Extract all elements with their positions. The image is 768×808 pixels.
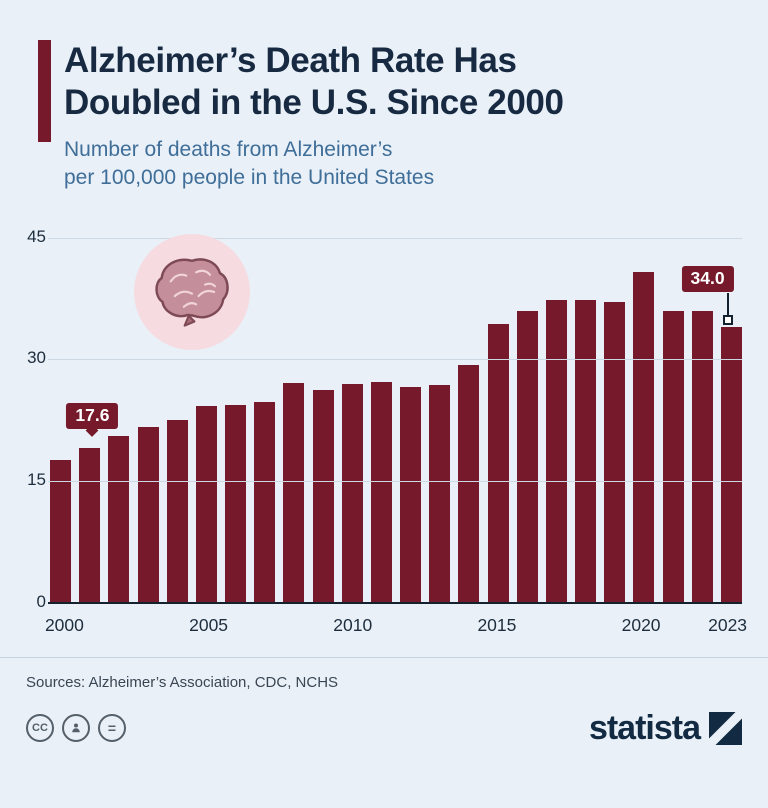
header: Alzheimer’s Death Rate Has Doubled in th… [38, 40, 740, 192]
bar-2000 [50, 459, 71, 603]
bar-2012 [400, 386, 422, 603]
x-axis-label-2005: 2005 [189, 614, 229, 635]
statista-logo: statista [589, 711, 742, 745]
cc-label: CC [32, 721, 48, 734]
bar-2013 [429, 385, 451, 603]
bar-2005 [195, 406, 217, 603]
title-accent-bar [38, 40, 51, 142]
callout-pointer-marker [722, 314, 733, 325]
bar-chart: 0 15 30 45 2000 2005 2010 2015 2020 2023 17.6 34.0 [26, 227, 747, 641]
brain-illustration [155, 257, 229, 327]
bar-2008 [283, 382, 305, 603]
title-line-2: Doubled in the U.S. Since 2000 [64, 83, 564, 123]
bars-plot-area [50, 238, 742, 603]
page-title: Alzheimer’s Death Rate Has Doubled in th… [64, 40, 564, 125]
bar-2007 [254, 402, 276, 603]
bar-2016 [516, 311, 538, 603]
bar-2010 [341, 383, 363, 603]
footer-divider [0, 656, 768, 658]
x-axis-label-2000: 2000 [44, 614, 84, 635]
bar-2017 [545, 300, 567, 603]
x-axis-label-2010: 2010 [333, 614, 373, 635]
bar-2003 [137, 427, 159, 603]
y-axis-label-0: 0 [36, 591, 46, 611]
statista-wordmark: statista [588, 708, 701, 747]
bar-2020 [633, 272, 655, 603]
equals-icon: = [98, 713, 126, 742]
bar-2015 [487, 323, 509, 603]
person-glyph [72, 723, 80, 732]
license-icons: CC = [26, 713, 126, 742]
x-axis-baseline [48, 601, 742, 604]
y-axis-label-45: 45 [27, 226, 46, 246]
bar-2009 [312, 390, 334, 603]
bar-2023 [720, 326, 742, 603]
bar-2001 [79, 447, 101, 603]
bar-2004 [166, 420, 188, 603]
value-callout-2000: 17.6 [66, 402, 119, 429]
bar-2014 [458, 364, 480, 603]
brain-icon [134, 233, 250, 350]
bar-2002 [108, 436, 130, 603]
bar-2021 [662, 310, 684, 603]
bar-2022 [691, 310, 713, 603]
subtitle-line-1: Number of deaths from Alzheimer’s [64, 137, 393, 161]
x-axis-label-2023: 2023 [708, 614, 748, 635]
x-axis-label-2015: 2015 [477, 614, 517, 635]
callout-pointer-line [726, 292, 729, 315]
x-axis-label-2020: 2020 [621, 614, 661, 635]
bar-2011 [370, 381, 392, 603]
y-axis-label-15: 15 [27, 469, 46, 489]
title-line-1: Alzheimer’s Death Rate Has [64, 41, 517, 80]
subtitle-line-2: per 100,000 people in the United States [64, 165, 435, 189]
gridline-30 [48, 359, 742, 361]
y-axis-label-30: 30 [27, 348, 46, 368]
bar-2006 [225, 405, 247, 603]
bar-2018 [575, 300, 597, 603]
equals-label: = [107, 719, 117, 736]
bar-2019 [604, 302, 626, 603]
attribution-person-icon [62, 713, 90, 742]
gridline-45 [48, 237, 742, 239]
footer: CC = statista [26, 711, 742, 745]
chart-subtitle: Number of deaths from Alzheimer’s per 10… [64, 136, 564, 192]
title-block: Alzheimer’s Death Rate Has Doubled in th… [64, 40, 564, 192]
value-callout-2023: 34.0 [681, 265, 734, 292]
statista-mark-icon [709, 711, 742, 745]
gridline-15 [48, 480, 742, 482]
creative-commons-icon: CC [26, 713, 54, 742]
sources-text: Sources: Alzheimer’s Association, CDC, N… [26, 673, 339, 691]
